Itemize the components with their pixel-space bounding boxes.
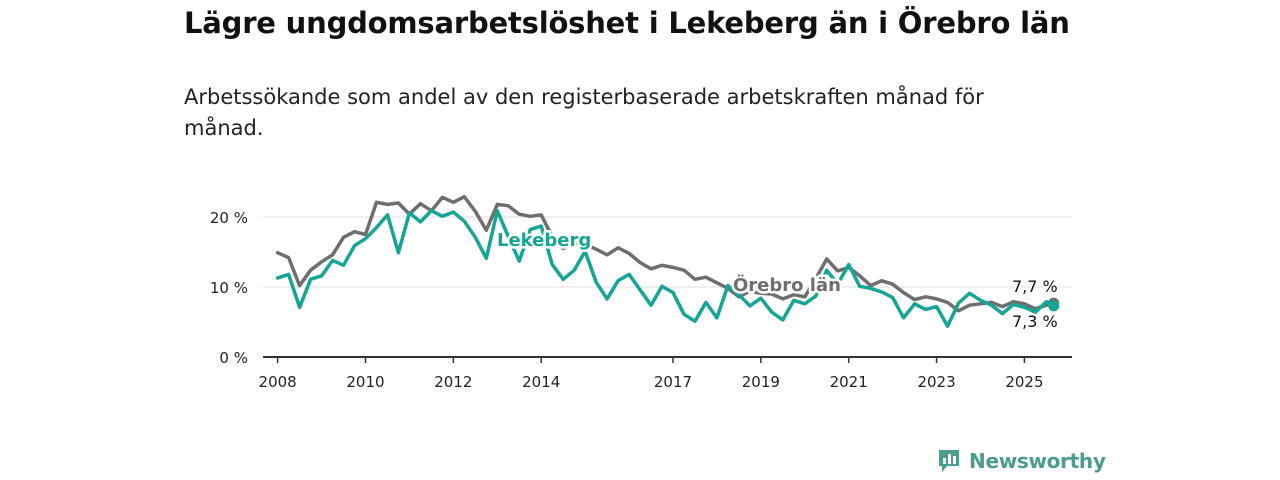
logo-text: Newsworthy <box>969 449 1106 473</box>
x-tick-label: 2010 <box>346 373 384 391</box>
gridlines <box>263 216 1072 358</box>
x-axis-ticks: 2008 2010 2012 2014 2017 2019 2021 2023 2025 <box>259 357 1044 391</box>
end-value-label-lekeberg: 7,3 % <box>1012 312 1058 331</box>
series-label-lekeberg: Lekeberg <box>497 230 591 251</box>
y-axis-ticks: 0 % 10 % 20 % <box>210 209 248 367</box>
x-tick-label: 2025 <box>1005 373 1043 391</box>
newsworthy-logo[interactable]: Newsworthy <box>937 448 1106 474</box>
series-line--rebro-l-n <box>275 194 1056 313</box>
x-tick-label: 2012 <box>434 373 472 391</box>
series-lines <box>275 194 1060 328</box>
series-labels: Lekeberg Örebro län 7,7 % 7,3 % <box>495 228 1060 334</box>
x-tick-label: 2023 <box>917 373 955 391</box>
chart-subtitle: Arbetssökande som andel av den registerb… <box>184 85 984 140</box>
series-line-lekeberg <box>275 208 1056 328</box>
x-tick-label: 2014 <box>522 373 560 391</box>
x-tick-label: 2017 <box>654 373 692 391</box>
x-tick-label: 2008 <box>259 373 297 391</box>
bar-chart-icon <box>939 450 959 472</box>
x-tick-label: 2021 <box>830 373 868 391</box>
series-end-dot <box>1048 300 1060 312</box>
x-tick-label: 2019 <box>742 373 780 391</box>
series-label-orebro-lan: Örebro län <box>733 274 841 296</box>
chart-title: Lägre ungdomsarbetslöshet i Lekeberg än … <box>184 6 1070 40</box>
end-value-label-orebro-lan: 7,7 % <box>1012 277 1058 296</box>
y-tick-label: 20 % <box>210 209 248 227</box>
y-tick-label: 0 % <box>219 349 248 367</box>
y-tick-label: 10 % <box>210 279 248 297</box>
